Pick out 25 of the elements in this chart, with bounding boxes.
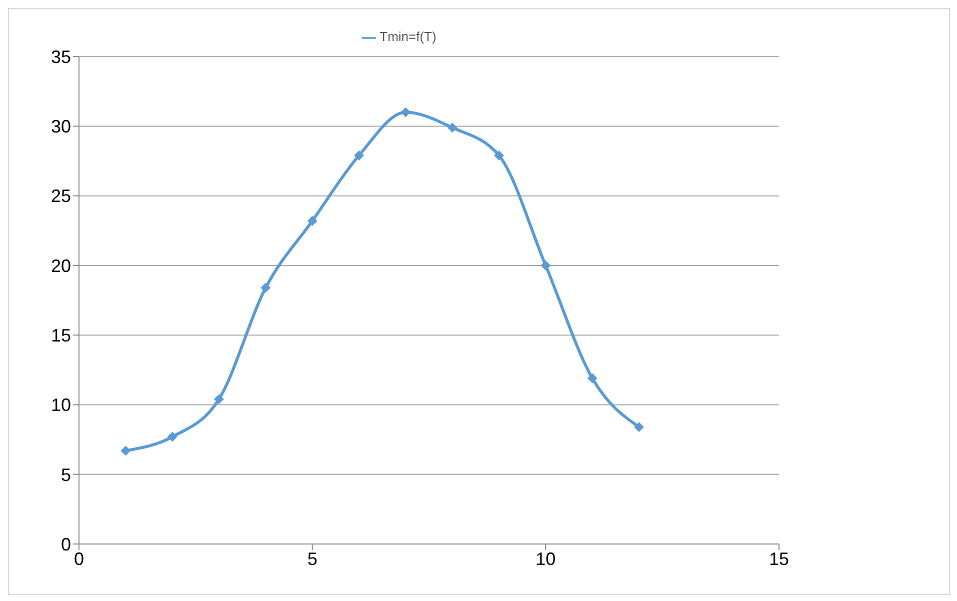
y-tick-label: 15 <box>50 325 71 346</box>
point <box>307 216 318 226</box>
x-tick-label: 15 <box>768 548 790 569</box>
point <box>634 422 644 432</box>
y-tick-label: 20 <box>50 256 71 276</box>
point <box>214 394 224 404</box>
y-tick-label: 30 <box>50 116 71 137</box>
y-tick-label: 5 <box>60 464 71 485</box>
point <box>587 373 598 384</box>
point <box>400 107 411 118</box>
point <box>354 150 364 160</box>
y-tick-label: 0 <box>60 534 71 554</box>
point <box>260 282 271 293</box>
y-tick-label: 25 <box>50 186 71 206</box>
x-tick-label: 5 <box>307 548 318 569</box>
point <box>540 260 551 270</box>
y-tick-label: 10 <box>50 395 71 416</box>
y-tick-label: 35 <box>50 46 71 67</box>
point <box>447 122 458 133</box>
legend-label: Tmin=f(T) <box>380 29 436 44</box>
x-tick-label: 10 <box>536 548 556 569</box>
x-tick-label: 0 <box>74 548 84 569</box>
point <box>494 150 504 160</box>
point <box>167 432 178 442</box>
point <box>120 446 131 456</box>
